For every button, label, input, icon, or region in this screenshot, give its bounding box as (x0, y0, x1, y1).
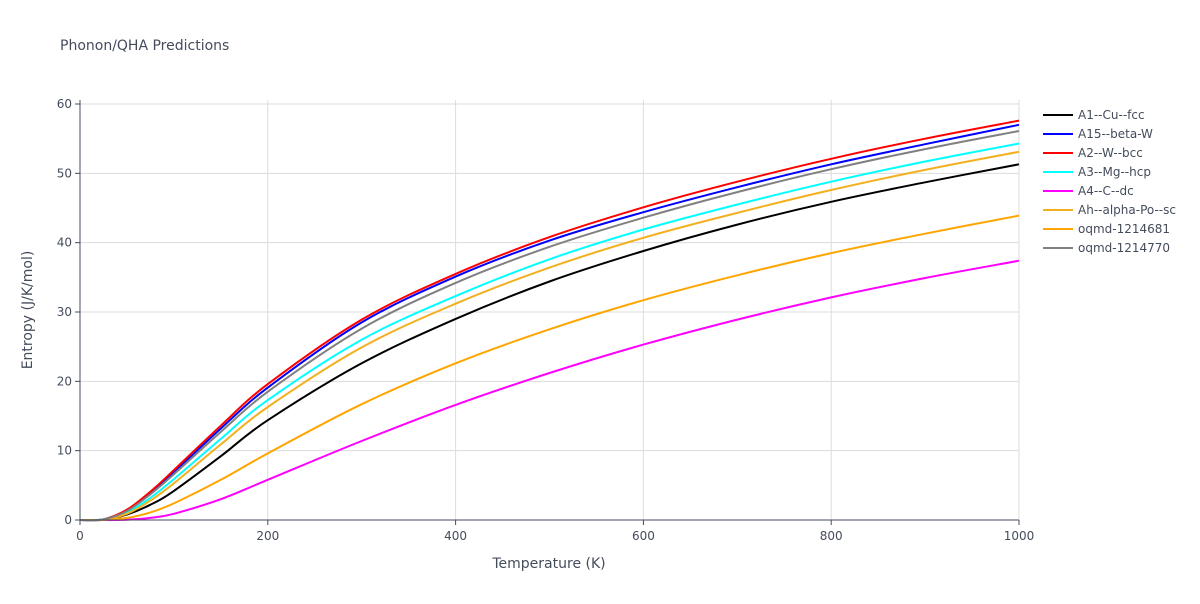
series-line-6 (79, 214, 1020, 522)
y-axis-title: Entropy (J/K/mol) (20, 251, 36, 370)
y-tick-label: 40 (57, 236, 72, 250)
series-line-7 (79, 130, 1020, 522)
legend-label: A3--Mg--hcp (1078, 165, 1151, 179)
series-lines (79, 119, 1020, 522)
chart-title: Phonon/QHA Predictions (60, 38, 229, 54)
legend-item[interactable]: A15--beta-W (1043, 127, 1153, 141)
y-tick-label: 0 (64, 513, 72, 527)
legend-label: A15--beta-W (1078, 127, 1153, 141)
legend-label: A4--C--dc (1078, 184, 1134, 198)
series-line-0 (79, 163, 1020, 522)
legend-item[interactable]: A3--Mg--hcp (1043, 165, 1151, 179)
y-tick-label: 10 (57, 444, 72, 458)
legend-item[interactable]: oqmd-1214681 (1043, 222, 1170, 236)
series-line-1 (79, 123, 1020, 522)
x-tick-label: 400 (444, 529, 467, 543)
x-axis-title: Temperature (K) (491, 556, 605, 572)
x-tick-label: 200 (256, 529, 279, 543)
grid (80, 100, 1020, 520)
x-tick-label: 1000 (1004, 529, 1035, 543)
x-tick-label: 0 (76, 529, 84, 543)
y-tick-label: 50 (57, 166, 72, 180)
legend-item[interactable]: A4--C--dc (1043, 184, 1134, 198)
y-tick-label: 20 (57, 374, 72, 388)
legend-item[interactable]: A2--W--bcc (1043, 146, 1143, 160)
y-tick-label: 30 (57, 305, 72, 319)
legend-label: Ah--alpha-Po--sc (1078, 203, 1176, 217)
series-line-5 (79, 150, 1020, 522)
series-line-4 (79, 259, 1020, 522)
tick-labels: 0 200 400 600 800 1000 0 10 20 30 40 50 60 (57, 97, 1035, 543)
axes (79, 100, 1019, 521)
legend-label: oqmd-1214681 (1078, 222, 1170, 236)
legend: A1--Cu--fcc A15--beta-W A2--W--bcc A3--Mg--… (1043, 108, 1176, 255)
x-tick-label: 800 (820, 529, 843, 543)
series-line-3 (79, 142, 1020, 522)
legend-item[interactable]: A1--Cu--fcc (1043, 108, 1145, 122)
y-tick-label: 60 (57, 97, 72, 111)
legend-item[interactable]: oqmd-1214770 (1043, 241, 1170, 255)
legend-label: oqmd-1214770 (1078, 241, 1170, 255)
legend-item[interactable]: Ah--alpha-Po--sc (1043, 203, 1176, 217)
legend-label: A1--Cu--fcc (1078, 108, 1145, 122)
legend-label: A2--W--bcc (1078, 146, 1143, 160)
series-line-2 (79, 119, 1020, 522)
x-tick-label: 600 (632, 529, 655, 543)
